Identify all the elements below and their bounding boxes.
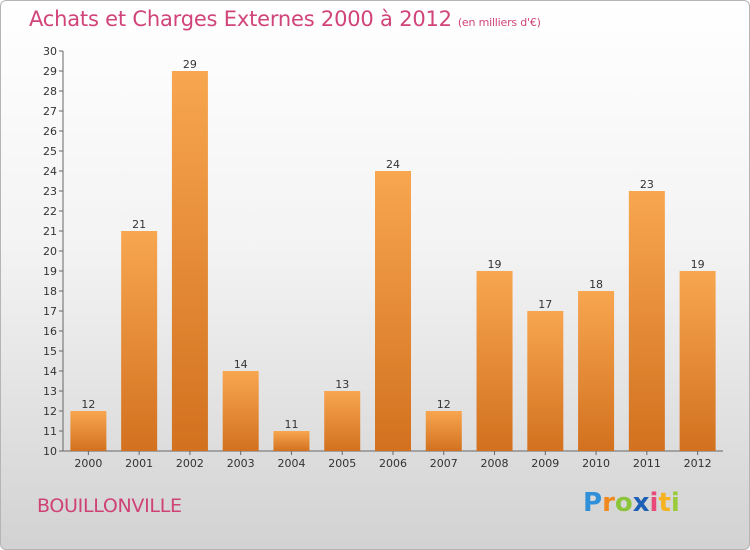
bar [628, 191, 665, 451]
x-tick-label: 2010 [582, 457, 610, 470]
bar [324, 391, 361, 451]
y-tick-label: 18 [43, 285, 57, 298]
data-label: 12 [81, 398, 95, 411]
data-label: 21 [132, 218, 146, 231]
chart-title-text: Achats et Charges Externes 2000 à 2012 [29, 7, 452, 31]
bar [679, 271, 716, 451]
x-tick-label: 2007 [430, 457, 458, 470]
y-tick-label: 19 [43, 265, 57, 278]
bar [476, 271, 513, 451]
x-tick-label: 2012 [684, 457, 712, 470]
y-tick-label: 21 [43, 225, 57, 238]
x-tick-label: 2008 [481, 457, 509, 470]
data-label: 24 [386, 158, 400, 171]
logo-letter: x [632, 488, 650, 518]
logo-letter: t [658, 488, 671, 518]
data-label: 14 [234, 358, 248, 371]
commune-name: BOUILLONVILLE [37, 495, 182, 517]
bar [222, 371, 259, 451]
bar [375, 171, 411, 451]
data-label: 29 [183, 58, 197, 71]
y-tick-label: 26 [43, 125, 57, 138]
y-tick-label: 29 [43, 65, 57, 78]
bar [578, 291, 615, 451]
data-label: 19 [691, 258, 705, 271]
data-label: 12 [437, 398, 451, 411]
y-tick-label: 24 [43, 165, 57, 178]
data-label: 13 [335, 378, 349, 391]
y-tick-labels: 10 11 12 13 14 15 16 17 18 19 20 21 22 23 24 25 26 27 28 29… [43, 45, 57, 458]
x-tick-label: 2004 [277, 457, 305, 470]
x-tick-labels: 2000 2001 2002 2003 2004 2005 2006 2007 2008 2009… [74, 457, 711, 470]
bar [70, 411, 107, 451]
y-tick-label: 30 [43, 45, 57, 58]
x-tick-label: 2000 [74, 457, 102, 470]
y-tick-label: 28 [43, 85, 57, 98]
x-tick-label: 2009 [531, 457, 559, 470]
bar [527, 311, 564, 451]
x-tick-label: 2005 [328, 457, 356, 470]
y-tick-label: 25 [43, 145, 57, 158]
chart-title: Achats et Charges Externes 2000 à 2012 (e… [29, 7, 541, 31]
bar [121, 231, 158, 451]
x-tick-label: 2002 [176, 457, 204, 470]
value-labels: 12 21 29 14 11 13 24 12 19 17 18 23 19 [81, 58, 704, 431]
proxiti-logo: Proxiti [583, 488, 680, 518]
data-label: 11 [284, 418, 298, 431]
data-label: 19 [488, 258, 502, 271]
y-tick-label: 10 [43, 445, 57, 458]
x-tick-label: 2001 [125, 457, 153, 470]
bar [273, 431, 310, 451]
x-tick-label: 2006 [379, 457, 407, 470]
bar [171, 71, 208, 451]
data-label: 18 [589, 278, 603, 291]
logo-letter: i [670, 488, 680, 518]
logo-letter: o [614, 488, 633, 518]
y-tick-label: 20 [43, 245, 57, 258]
y-tick-label: 11 [43, 425, 57, 438]
logo-letter: i [649, 488, 659, 518]
y-tick-label: 27 [43, 105, 57, 118]
y-tick-label: 16 [43, 325, 57, 338]
y-tick-label: 14 [43, 365, 57, 378]
chart-subtitle: (en milliers d'€) [457, 16, 541, 29]
bar [425, 411, 462, 451]
y-tick-label: 23 [43, 185, 57, 198]
y-tick-label: 13 [43, 385, 57, 398]
data-label: 17 [538, 298, 552, 311]
data-label: 23 [640, 178, 654, 191]
y-tick-label: 22 [43, 205, 57, 218]
x-tick-label: 2003 [227, 457, 255, 470]
logo-letter: P [583, 488, 603, 518]
bars [70, 71, 716, 451]
y-tick-label: 12 [43, 405, 57, 418]
x-tick-label: 2011 [633, 457, 661, 470]
y-tick-label: 17 [43, 305, 57, 318]
y-tick-label: 15 [43, 345, 57, 358]
logo-letter: r [602, 488, 615, 518]
